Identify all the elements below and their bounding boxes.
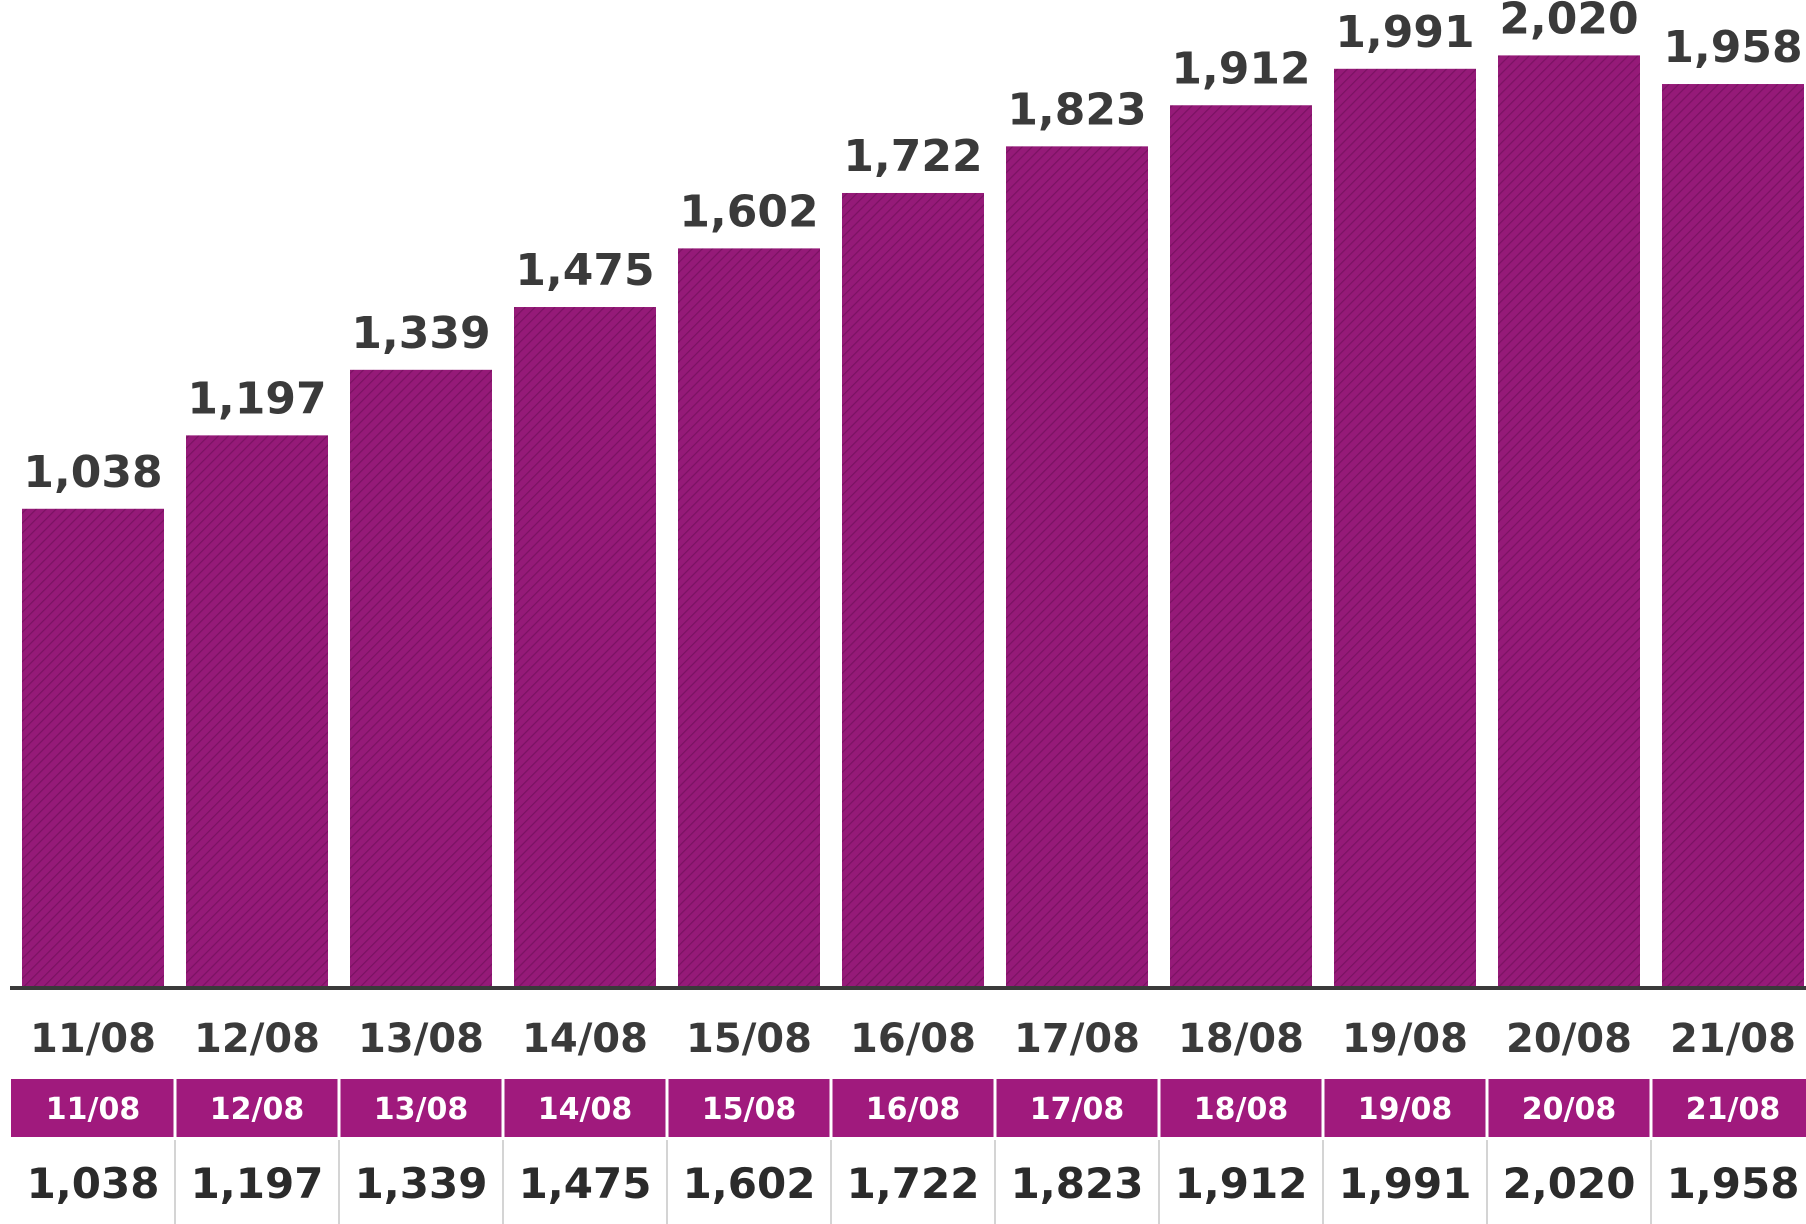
bar-data-label: 1,602 — [679, 186, 818, 237]
table-value-cell: 1,038 — [27, 1159, 160, 1208]
bar-21-08 — [1662, 84, 1804, 988]
x-tick-label: 21/08 — [1670, 1016, 1796, 1062]
table-value-cell: 1,991 — [1339, 1159, 1472, 1208]
table-value-cell: 1,197 — [191, 1159, 324, 1208]
bar-data-label: 1,339 — [351, 308, 490, 359]
x-tick-label: 16/08 — [850, 1016, 976, 1062]
table-value-cell: 1,958 — [1667, 1159, 1800, 1208]
table-header-cell: 14/08 — [538, 1092, 632, 1127]
bar-12-08 — [186, 435, 328, 988]
x-tick-label: 12/08 — [194, 1016, 320, 1062]
bar-19-08 — [1334, 69, 1476, 988]
bar-13-08 — [350, 370, 492, 988]
bar-14-08 — [514, 307, 656, 988]
x-tick-label: 20/08 — [1506, 1016, 1632, 1062]
table-header-cell: 13/08 — [374, 1092, 468, 1127]
bar-data-label: 2,020 — [1499, 0, 1638, 44]
data-table: 11/08 1,038 12/08 1,197 13/08 1,339 14/08 1,475… — [11, 1079, 1806, 1224]
table-value-cell: 1,475 — [519, 1159, 652, 1208]
table-value-cell: 1,602 — [683, 1159, 816, 1208]
bar-18-08 — [1170, 105, 1312, 988]
bar-data-label: 1,958 — [1663, 22, 1802, 73]
x-tick-label: 11/08 — [30, 1016, 156, 1062]
table-header-cell: 20/08 — [1522, 1092, 1616, 1127]
bar-data-label: 1,823 — [1007, 84, 1146, 135]
bar-data-label: 1,475 — [515, 245, 654, 296]
table-value-cell: 1,339 — [355, 1159, 488, 1208]
table-header-cell: 16/08 — [866, 1092, 960, 1127]
table-header-cell: 19/08 — [1358, 1092, 1452, 1127]
table-header-cell: 12/08 — [210, 1092, 304, 1127]
bar-data-label: 1,722 — [843, 131, 982, 182]
table-header-cell: 15/08 — [702, 1092, 796, 1127]
table-header-cell: 18/08 — [1194, 1092, 1288, 1127]
x-tick-labels: 11/08 12/08 13/08 14/08 15/08 16/08 17/08 18/08… — [30, 1016, 1796, 1062]
table-value-cell: 1,823 — [1011, 1159, 1144, 1208]
table-header-cell: 11/08 — [46, 1092, 140, 1127]
table-value-cell: 1,722 — [847, 1159, 980, 1208]
table-header-cell: 17/08 — [1030, 1092, 1124, 1127]
bar-20-08 — [1498, 55, 1640, 988]
bar-data-label: 1,912 — [1171, 43, 1310, 94]
bars-group — [22, 55, 1804, 988]
x-tick-label: 13/08 — [358, 1016, 484, 1062]
bar-data-label: 1,197 — [187, 373, 326, 424]
x-tick-label: 18/08 — [1178, 1016, 1304, 1062]
table-value-cell: 1,912 — [1175, 1159, 1308, 1208]
bar-data-label: 1,991 — [1335, 7, 1474, 58]
bar-11-08 — [22, 509, 164, 988]
bar-15-08 — [678, 248, 820, 988]
bar-16-08 — [842, 193, 984, 988]
table-value-cell: 2,020 — [1503, 1159, 1636, 1208]
table-header-cell: 21/08 — [1686, 1092, 1780, 1127]
x-tick-label: 15/08 — [686, 1016, 812, 1062]
x-tick-label: 17/08 — [1014, 1016, 1140, 1062]
x-tick-label: 19/08 — [1342, 1016, 1468, 1062]
bar-17-08 — [1006, 146, 1148, 988]
bar-data-label: 1,038 — [23, 447, 162, 498]
x-tick-label: 14/08 — [522, 1016, 648, 1062]
